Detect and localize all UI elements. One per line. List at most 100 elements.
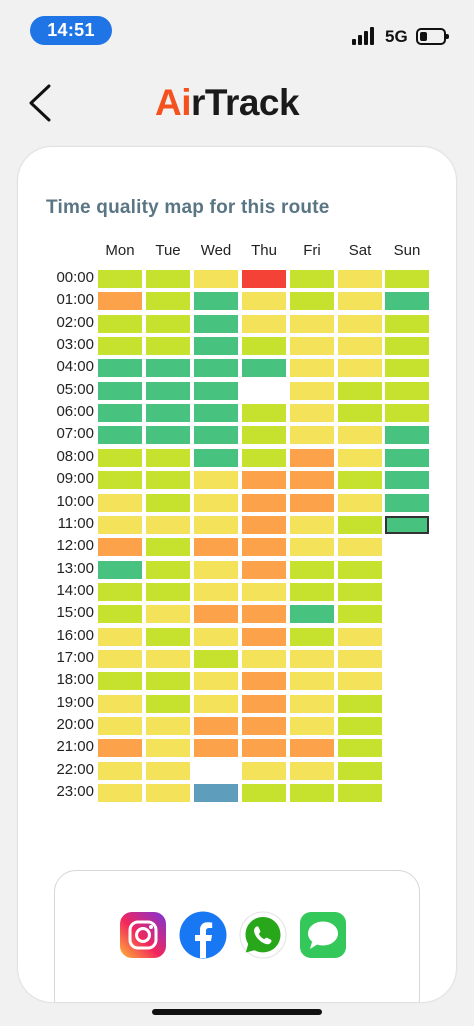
- heatmap-cell[interactable]: [98, 627, 142, 646]
- heatmap-cell[interactable]: [338, 739, 382, 758]
- heatmap-cell[interactable]: [290, 448, 334, 467]
- heatmap-cell[interactable]: [194, 404, 238, 423]
- facebook-share-button[interactable]: [179, 911, 227, 959]
- heatmap-cell[interactable]: [290, 605, 334, 624]
- heatmap-cell[interactable]: [194, 359, 238, 378]
- heatmap-cell[interactable]: [98, 649, 142, 668]
- heatmap-cell[interactable]: [194, 649, 238, 668]
- heatmap-cell[interactable]: [242, 560, 286, 579]
- heatmap-cell[interactable]: [385, 359, 429, 378]
- heatmap-cell[interactable]: [194, 381, 238, 400]
- heatmap-cell[interactable]: [98, 359, 142, 378]
- heatmap-cell[interactable]: [290, 538, 334, 557]
- heatmap-cell[interactable]: [385, 404, 429, 423]
- heatmap-cell[interactable]: [290, 627, 334, 646]
- heatmap-cell[interactable]: [242, 582, 286, 601]
- heatmap-cell[interactable]: [338, 672, 382, 691]
- heatmap-cell[interactable]: [146, 471, 190, 490]
- heatmap-cell[interactable]: [194, 270, 238, 288]
- heatmap-cell[interactable]: [385, 270, 429, 288]
- heatmap-cell[interactable]: [385, 337, 429, 356]
- heatmap-cell[interactable]: [146, 672, 190, 691]
- heatmap-cell[interactable]: [98, 672, 142, 691]
- heatmap-cell[interactable]: [290, 515, 334, 534]
- heatmap-cell[interactable]: [98, 605, 142, 624]
- heatmap-cell[interactable]: [146, 270, 190, 288]
- heatmap-cell[interactable]: [242, 627, 286, 646]
- heatmap-cell[interactable]: [194, 717, 238, 735]
- heatmap-cell[interactable]: [194, 538, 238, 557]
- heatmap-cell[interactable]: [242, 694, 286, 713]
- heatmap-cell[interactable]: [338, 404, 382, 423]
- heatmap-cell[interactable]: [242, 359, 286, 378]
- heatmap-cell[interactable]: [146, 426, 190, 445]
- heatmap-cell[interactable]: [338, 694, 382, 713]
- heatmap-cell[interactable]: [98, 426, 142, 445]
- heatmap-cell[interactable]: [338, 515, 382, 534]
- heatmap-cell[interactable]: [146, 538, 190, 557]
- heatmap-cell[interactable]: [338, 761, 382, 780]
- heatmap-cell[interactable]: [194, 605, 238, 624]
- heatmap-cell[interactable]: [338, 784, 382, 803]
- heatmap-cell[interactable]: [290, 560, 334, 579]
- heatmap-cell[interactable]: [290, 359, 334, 378]
- heatmap-cell[interactable]: [338, 337, 382, 356]
- heatmap-cell[interactable]: [338, 471, 382, 490]
- heatmap-cell[interactable]: [98, 538, 142, 557]
- heatmap-cell[interactable]: [290, 337, 334, 356]
- heatmap-cell[interactable]: [290, 739, 334, 758]
- heatmap-cell[interactable]: [338, 493, 382, 512]
- heatmap-cell[interactable]: [338, 448, 382, 467]
- heatmap-cell[interactable]: [338, 717, 382, 735]
- heatmap-cell[interactable]: [146, 560, 190, 579]
- heatmap-cell[interactable]: [385, 381, 429, 400]
- heatmap-cell[interactable]: [242, 739, 286, 758]
- heatmap-cell[interactable]: [98, 404, 142, 423]
- heatmap-cell[interactable]: [385, 314, 429, 333]
- heatmap-cell[interactable]: [98, 761, 142, 780]
- heatmap-cell[interactable]: [98, 515, 142, 534]
- heatmap-cell[interactable]: [338, 649, 382, 668]
- heatmap-cell[interactable]: [146, 739, 190, 758]
- heatmap-cell[interactable]: [290, 784, 334, 803]
- heatmap-cell[interactable]: [338, 314, 382, 333]
- heatmap-cell[interactable]: [290, 426, 334, 445]
- heatmap-cell[interactable]: [290, 404, 334, 423]
- heatmap-cell[interactable]: [146, 649, 190, 668]
- heatmap-cell[interactable]: [146, 582, 190, 601]
- heatmap-cell[interactable]: [290, 314, 334, 333]
- heatmap-cell[interactable]: [242, 515, 286, 534]
- heatmap-cell[interactable]: [146, 448, 190, 467]
- heatmap-cell[interactable]: [290, 292, 334, 311]
- heatmap-cell[interactable]: [194, 292, 238, 311]
- heatmap-cell[interactable]: [242, 761, 286, 780]
- heatmap-cell[interactable]: [290, 694, 334, 713]
- heatmap-cell[interactable]: [338, 381, 382, 400]
- heatmap-cell[interactable]: [194, 448, 238, 467]
- heatmap-cell[interactable]: [146, 292, 190, 311]
- heatmap-cell[interactable]: [338, 359, 382, 378]
- heatmap-cell[interactable]: [146, 627, 190, 646]
- home-indicator[interactable]: [152, 1009, 322, 1015]
- heatmap-cell[interactable]: [194, 314, 238, 333]
- heatmap-cell[interactable]: [338, 538, 382, 557]
- heatmap-cell[interactable]: [338, 627, 382, 646]
- heatmap-cell[interactable]: [98, 292, 142, 311]
- heatmap-cell[interactable]: [194, 694, 238, 713]
- heatmap-cell[interactable]: [242, 270, 286, 288]
- heatmap-cell[interactable]: [146, 761, 190, 780]
- heatmap-cell[interactable]: [146, 493, 190, 512]
- heatmap-cell[interactable]: [290, 582, 334, 601]
- heatmap-cell[interactable]: [290, 717, 334, 735]
- back-button[interactable]: [20, 80, 60, 126]
- heatmap-cell[interactable]: [98, 448, 142, 467]
- heatmap-cell[interactable]: [146, 515, 190, 534]
- heatmap-cell[interactable]: [385, 471, 429, 490]
- heatmap-cell[interactable]: [242, 672, 286, 691]
- heatmap-cell[interactable]: [146, 314, 190, 333]
- heatmap-cell[interactable]: [338, 582, 382, 601]
- heatmap-cell[interactable]: [242, 493, 286, 512]
- heatmap-cell[interactable]: [242, 717, 286, 735]
- heatmap-cell[interactable]: [385, 493, 429, 512]
- heatmap-cell[interactable]: [242, 314, 286, 333]
